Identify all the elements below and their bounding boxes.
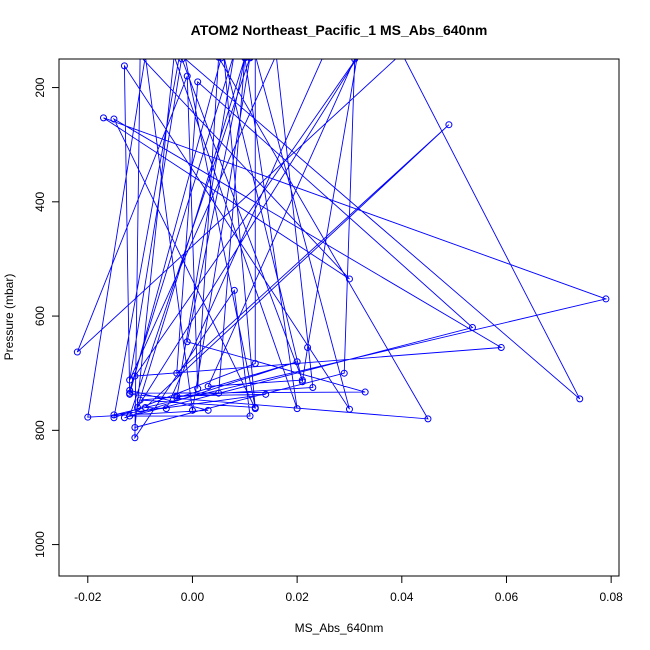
data-point bbox=[262, 390, 270, 398]
data-point bbox=[120, 414, 128, 422]
data-point bbox=[204, 406, 212, 414]
data-point bbox=[298, 378, 306, 386]
data-point bbox=[602, 295, 610, 303]
data-point bbox=[251, 359, 259, 367]
data-point bbox=[345, 405, 353, 413]
data-point bbox=[173, 369, 181, 377]
data-point bbox=[576, 395, 584, 403]
y-tick-label: 400 bbox=[33, 191, 47, 211]
x-tick-label: 0.04 bbox=[390, 590, 414, 604]
data-point bbox=[309, 383, 317, 391]
data-point bbox=[141, 403, 149, 411]
data-point bbox=[194, 385, 202, 393]
data-point bbox=[194, 78, 202, 86]
y-tick-label: 200 bbox=[33, 77, 47, 97]
data-point bbox=[173, 394, 181, 402]
data-point bbox=[246, 412, 254, 420]
x-tick-label: -0.02 bbox=[74, 590, 102, 604]
data-point bbox=[246, 59, 254, 61]
data-point bbox=[424, 415, 432, 423]
data-point bbox=[351, 59, 359, 63]
series-line bbox=[76, 59, 608, 440]
y-tick-label: 1000 bbox=[33, 531, 47, 558]
data-point bbox=[183, 72, 191, 80]
chart-title: ATOM2 Northeast_Pacific_1 MS_Abs_640nm bbox=[191, 22, 488, 38]
data-point bbox=[204, 382, 212, 390]
data-point bbox=[217, 59, 225, 62]
data-point bbox=[183, 338, 191, 346]
plot-frame bbox=[58, 58, 620, 577]
data-point bbox=[246, 59, 254, 62]
data-point bbox=[99, 114, 107, 122]
data-point bbox=[178, 59, 186, 63]
data-point bbox=[134, 403, 142, 411]
data-point bbox=[131, 423, 139, 431]
data-point bbox=[110, 414, 118, 422]
data-point bbox=[293, 358, 301, 366]
data-point bbox=[215, 59, 222, 61]
data-point bbox=[126, 386, 134, 394]
data-point bbox=[131, 372, 139, 380]
data-point bbox=[131, 434, 139, 442]
data-point bbox=[162, 405, 170, 413]
data-point bbox=[468, 323, 476, 331]
data-point bbox=[241, 59, 248, 61]
x-tick-label: 0.08 bbox=[599, 590, 623, 604]
data-point bbox=[110, 115, 118, 123]
data-point bbox=[293, 405, 301, 413]
data-point bbox=[241, 59, 249, 62]
data-point bbox=[445, 121, 453, 129]
data-point bbox=[230, 286, 238, 294]
x-axis-label: MS_Abs_640nm bbox=[295, 621, 384, 635]
data-point bbox=[304, 343, 312, 351]
data-point bbox=[188, 406, 196, 414]
y-tick-label: 800 bbox=[33, 420, 47, 440]
data-point bbox=[340, 369, 348, 377]
data-point bbox=[136, 396, 144, 404]
data-point bbox=[251, 405, 259, 413]
data-point bbox=[345, 275, 353, 283]
data-point bbox=[361, 388, 369, 396]
y-tick-label: 600 bbox=[33, 306, 47, 326]
data-point bbox=[126, 390, 134, 398]
data-point bbox=[120, 62, 128, 70]
x-tick-label: 0.02 bbox=[285, 590, 309, 604]
data-point bbox=[497, 343, 505, 351]
data-point bbox=[84, 413, 92, 421]
data-point bbox=[126, 376, 134, 384]
x-axis: -0.02 0.00 0.02 0.04 0.06 0.08 bbox=[74, 575, 623, 604]
data-point bbox=[73, 348, 81, 356]
x-tick-label: 0.06 bbox=[495, 590, 519, 604]
x-tick-label: 0.00 bbox=[181, 590, 205, 604]
y-axis-label: Pressure (mbar) bbox=[2, 274, 16, 361]
data-point bbox=[215, 389, 223, 397]
data-point bbox=[110, 411, 118, 419]
